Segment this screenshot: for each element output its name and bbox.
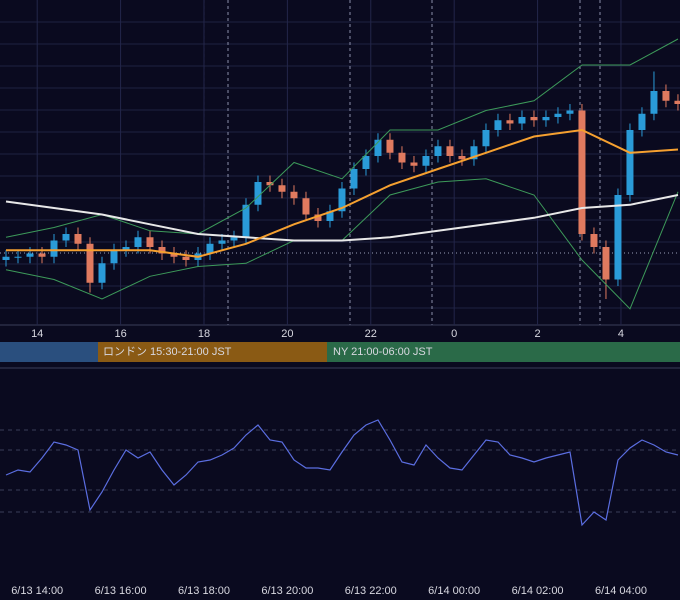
indicator-line [5,38,679,238]
candle-body [170,253,178,257]
x-tick-label: 6/13 16:00 [95,585,147,597]
candle-body [86,243,94,283]
candle-body [242,204,250,238]
candle-body [74,234,82,244]
candle-body [278,185,286,192]
candle-body [626,130,634,195]
candle-body [530,117,538,121]
candle-body [302,198,310,215]
x-tick-label: 6/14 02:00 [512,585,564,597]
osc-levels [0,429,680,513]
x-tick-label: 6/13 14:00 [11,585,63,597]
candle-body [662,91,670,101]
candle-body [134,237,142,247]
candle-body [62,234,70,241]
candle-body [554,113,562,117]
x-tick-label: 6/13 18:00 [178,585,230,597]
x-tick-label: 6/13 20:00 [261,585,313,597]
x-tick-label: 4 [618,328,624,340]
candle-body [206,243,214,254]
candle-body [398,152,406,163]
candle-body [590,234,598,247]
x-tick-label: 0 [451,328,457,340]
x-tick-label: 6/13 22:00 [345,585,397,597]
candle-body [494,120,502,130]
candle-body [146,237,154,247]
x-tick-label: 6/14 04:00 [595,585,647,597]
candle-body [350,169,358,189]
candle-body [230,237,238,241]
x-tick-label: 20 [281,328,293,340]
oscillator-line [5,419,679,527]
x-tick-label: 2 [535,328,541,340]
candle-body [470,146,478,160]
candle-body [50,240,58,257]
candle-body [122,247,130,251]
candle-body [314,214,322,221]
candle-body [638,113,646,130]
candle-body [650,91,658,114]
candle-body [458,156,466,160]
indicator-line [5,194,679,242]
candle-body [482,130,490,147]
candle-body [506,120,514,124]
candle-body [614,195,622,280]
h-grid [0,21,680,309]
candle-body [410,162,418,166]
candle-body [434,146,442,156]
candle-body [542,117,550,121]
candle-body [422,156,430,166]
candle-body [602,247,610,280]
candle-body [566,110,574,114]
candle-body [254,182,262,205]
candle-body [290,191,298,199]
session-label: ロンドン 15:30-21:00 JST [103,346,232,358]
candle-body [182,256,190,260]
candle-body [110,250,118,264]
x-tick-label: 22 [365,328,377,340]
x-tick-label: 16 [114,328,126,340]
indicator-line [6,128,679,258]
candle-body [98,263,106,283]
candle-body [26,253,34,257]
x-tick-label: 18 [198,328,210,340]
candle-body [38,253,46,257]
candle-body [374,139,382,156]
candle-body [266,182,274,186]
session-asia [0,342,98,362]
candle-body [386,139,394,153]
x-tick-label: 14 [31,328,43,340]
candle-body [158,247,166,254]
candle-body [2,256,10,260]
candle-body [518,117,526,124]
candle-body [578,110,586,234]
candle-body [338,188,346,212]
candle-body [674,100,680,104]
candle-body [218,240,226,244]
x-tick-label: 6/14 00:00 [428,585,480,597]
session-ny [327,342,680,362]
session-label: NY 21:00-06:00 JST [333,346,433,358]
session-london [98,342,327,362]
candle-body [362,156,370,169]
candle-body [326,211,334,221]
candle-body [14,256,22,258]
candle-body [446,146,454,156]
